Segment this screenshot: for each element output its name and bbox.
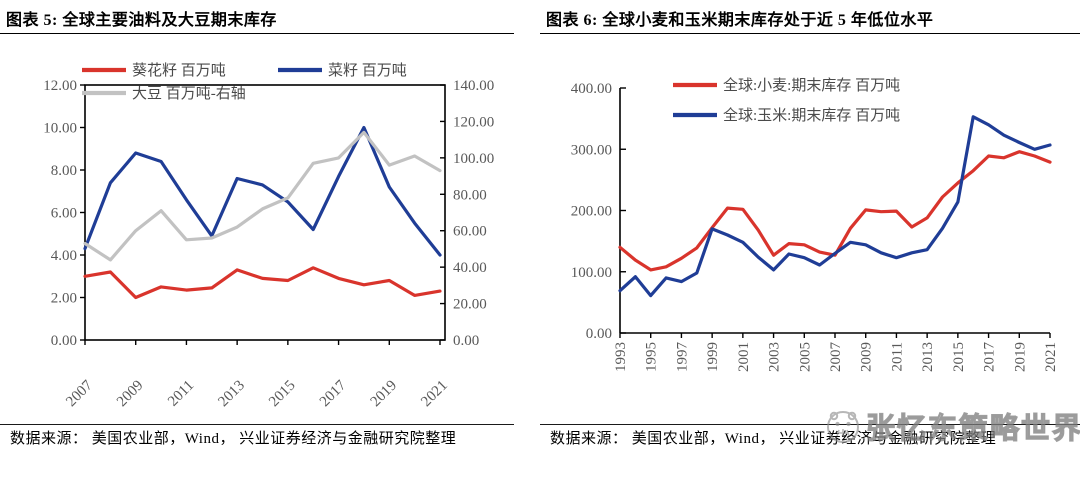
- series-line-1: [83, 125, 442, 257]
- series-line-1: [618, 115, 1052, 298]
- legend-label-0: 全球:小麦:期末库存 百万吨: [723, 76, 900, 94]
- y-axis-tick-label: 6.00: [51, 206, 77, 222]
- x-axis-tick-label: 2013: [215, 378, 248, 411]
- right-axis-tick-label: 40.00: [453, 260, 487, 276]
- series-line-0: [83, 266, 442, 300]
- x-axis: 2007 2009 2011 2013 2015 2017 2019 2021: [63, 340, 451, 410]
- x-axis-tick-label: 2017: [982, 342, 998, 373]
- axes: 0.00 2.00 4.00 6.00 8.00 10.00 12.00 0.00 20.00 4…: [43, 78, 494, 349]
- x-axis-tick-label: 2019: [1012, 342, 1028, 372]
- y-axis-tick-label: 400.00: [571, 81, 612, 97]
- y-axis-tick-label: 4.00: [51, 248, 77, 264]
- x-axis-tick-label: 2001: [736, 342, 752, 372]
- y-axis-tick-label: 12.00: [43, 78, 77, 94]
- legend-label-1: 全球:玉米:期末库存 百万吨: [723, 106, 900, 124]
- legend-label-0: 葵花籽 百万吨: [132, 62, 226, 79]
- figure6-title: 图表 6: 全球小麦和玉米期末库存处于近 5 年低位水平: [546, 12, 934, 29]
- y-axis-tick-label: 300.00: [571, 142, 612, 158]
- y-axis-tick-label: 8.00: [51, 163, 77, 179]
- panda-logo-icon: [827, 411, 859, 443]
- x-axis-tick-label: 2021: [1043, 342, 1059, 372]
- figure5-title-rule: [0, 33, 514, 34]
- x-axis-tick-label: 2003: [767, 342, 783, 372]
- y-axis-tick-label: 2.00: [51, 291, 77, 307]
- legend-label-1: 菜籽 百万吨: [328, 62, 407, 79]
- y-axis-tick-label: 10.00: [43, 121, 77, 137]
- right-axis-tick-label: 140.00: [453, 78, 494, 94]
- x-axis: 1993 1995 1997 1999 2001 2003 2005 2007 2009 2011…: [613, 333, 1059, 372]
- figure5-panel: 图表 5: 全球主要油料及大豆期末库存 0.00 2.00 4.00 6.00 8.00…: [0, 12, 514, 450]
- x-axis-tick-label: 1997: [674, 342, 690, 373]
- right-axis-tick-label: 20.00: [453, 297, 487, 313]
- right-axis-tick-label: 80.00: [453, 187, 487, 203]
- figure6-panel: 图表 6: 全球小麦和玉米期末库存处于近 5 年低位水平 0.00 100.00 2…: [540, 0, 1080, 478]
- x-axis-tick-label: 1999: [705, 342, 721, 372]
- right-axis-tick-label: 120.00: [453, 114, 494, 130]
- y-axis-tick-label: 200.00: [571, 204, 612, 220]
- y-axis-tick-label: 0.00: [586, 326, 612, 342]
- y-axis-tick-label: 0.00: [51, 333, 77, 349]
- x-axis-tick-label: 2005: [797, 342, 813, 372]
- x-axis-tick-label: 2017: [317, 377, 350, 410]
- x-axis-tick-label: 2013: [920, 342, 936, 372]
- series-line-2: [83, 130, 442, 262]
- watermark: 张忆东策略世界: [824, 406, 1080, 446]
- x-axis-tick-label: 1993: [613, 342, 629, 372]
- figure5-title: 图表 5: 全球主要油料及大豆期末库存: [6, 12, 277, 29]
- y-axis-tick-label: 100.00: [571, 265, 612, 281]
- x-axis-tick-label: 2011: [165, 378, 197, 410]
- figure6-title-rule: [540, 33, 1080, 34]
- right-axis-tick-label: 60.00: [453, 224, 487, 240]
- wheat-corn-stocks-chart: 0.00 100.00 200.00 300.00 400.00 1993 1995 1997…: [571, 76, 1059, 372]
- figure6-source: 数据来源： 美国农业部，Wind， 兴业证券经济与金融研究院整理: [540, 424, 1080, 450]
- x-axis-tick-label: 2009: [859, 342, 875, 372]
- x-axis-tick-label: 2007: [828, 342, 844, 373]
- x-axis-tick-label: 2011: [889, 342, 905, 371]
- right-axis-tick-label: 100.00: [453, 151, 494, 167]
- legend-label-2: 大豆 百万吨-右轴: [132, 85, 246, 102]
- x-axis-tick-label: 2009: [114, 378, 147, 411]
- x-axis-tick-label: 2015: [951, 342, 967, 372]
- oilseed-soybean-stocks-chart: 0.00 2.00 4.00 6.00 8.00 10.00 12.00 0.00 20.00 4…: [43, 62, 494, 410]
- x-axis-tick-label: 2021: [418, 378, 451, 411]
- x-axis-tick-label: 2015: [266, 378, 299, 411]
- x-axis-tick-label: 1995: [644, 342, 660, 372]
- figure5-source: 数据来源： 美国农业部，Wind， 兴业证券经济与金融研究院整理: [0, 424, 514, 450]
- right-axis-tick-label: 0.00: [453, 333, 479, 349]
- watermark-text: 张忆东策略世界: [865, 412, 1080, 445]
- x-axis-tick-label: 2007: [63, 377, 96, 410]
- x-axis-tick-label: 2019: [368, 378, 401, 411]
